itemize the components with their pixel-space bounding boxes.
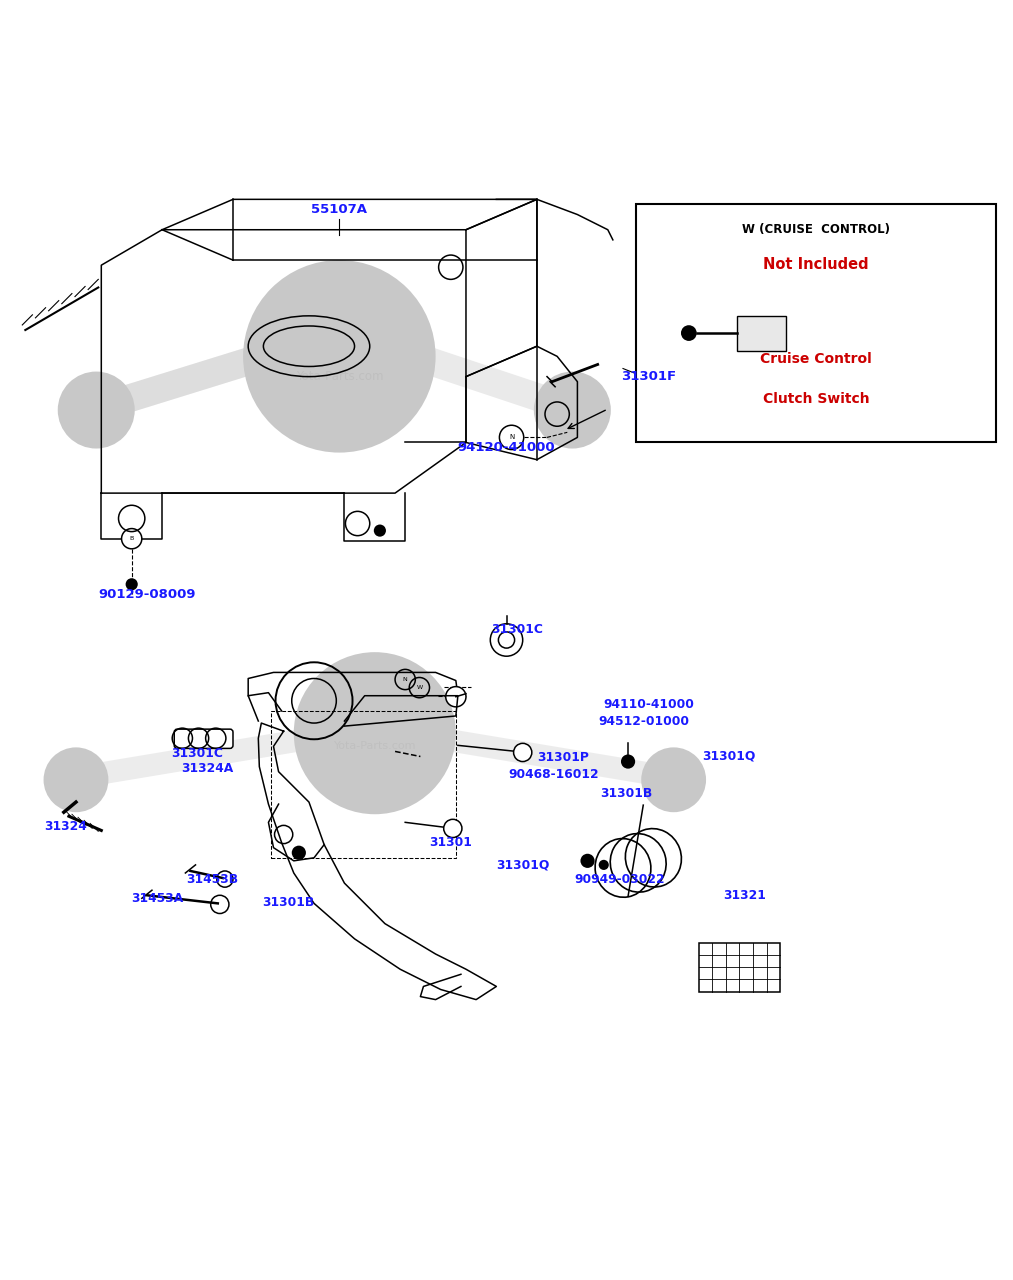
Circle shape bbox=[621, 754, 635, 769]
Circle shape bbox=[374, 525, 386, 536]
Circle shape bbox=[514, 744, 532, 762]
Text: 94512-01000: 94512-01000 bbox=[599, 714, 690, 727]
FancyBboxPatch shape bbox=[636, 205, 996, 443]
Text: Yota-Parts.com: Yota-Parts.com bbox=[333, 741, 416, 751]
Circle shape bbox=[122, 529, 142, 549]
Text: 31453B: 31453B bbox=[186, 873, 239, 886]
Text: 31301C: 31301C bbox=[171, 748, 224, 760]
Circle shape bbox=[444, 819, 462, 837]
Circle shape bbox=[499, 425, 524, 449]
Text: 31301: 31301 bbox=[430, 836, 472, 849]
Text: 90949-03022: 90949-03022 bbox=[574, 873, 666, 886]
Text: Yota-Parts.com: Yota-Parts.com bbox=[296, 370, 383, 383]
Text: Clutch Switch: Clutch Switch bbox=[763, 392, 869, 406]
FancyBboxPatch shape bbox=[737, 316, 786, 351]
Text: N: N bbox=[403, 677, 407, 682]
FancyBboxPatch shape bbox=[174, 730, 233, 749]
Text: 31301F: 31301F bbox=[621, 370, 676, 383]
Text: 90468-16012: 90468-16012 bbox=[509, 768, 600, 781]
Circle shape bbox=[292, 846, 306, 860]
Text: 31453A: 31453A bbox=[131, 892, 183, 905]
FancyBboxPatch shape bbox=[699, 943, 780, 992]
Text: Cruise Control: Cruise Control bbox=[760, 352, 872, 366]
Text: 31301B: 31301B bbox=[262, 896, 315, 909]
Text: B: B bbox=[130, 536, 134, 541]
Circle shape bbox=[446, 686, 466, 707]
Text: 31301B: 31301B bbox=[600, 787, 652, 800]
Text: YS: YS bbox=[267, 333, 411, 430]
Text: 94110-41000: 94110-41000 bbox=[603, 699, 694, 712]
Text: 31324: 31324 bbox=[45, 820, 87, 833]
Text: 94120-41000: 94120-41000 bbox=[458, 442, 555, 454]
Text: W (CRUISE  CONTROL): W (CRUISE CONTROL) bbox=[742, 223, 890, 236]
Text: W: W bbox=[416, 685, 422, 690]
Circle shape bbox=[126, 579, 138, 590]
Text: 31321: 31321 bbox=[723, 888, 766, 902]
Text: 31301Q: 31301Q bbox=[703, 750, 756, 763]
Text: 31301C: 31301C bbox=[490, 623, 543, 636]
Text: 55107A: 55107A bbox=[311, 204, 368, 216]
Text: YS: YS bbox=[317, 713, 433, 791]
Text: N: N bbox=[509, 434, 515, 440]
Circle shape bbox=[580, 854, 595, 868]
Circle shape bbox=[641, 748, 706, 813]
Text: 31301P: 31301P bbox=[537, 751, 590, 764]
Circle shape bbox=[534, 371, 611, 448]
Circle shape bbox=[294, 652, 456, 814]
Text: Not Included: Not Included bbox=[763, 257, 869, 273]
Text: 31301Q: 31301Q bbox=[496, 859, 549, 872]
Circle shape bbox=[599, 860, 609, 870]
Circle shape bbox=[58, 371, 135, 448]
Circle shape bbox=[44, 748, 108, 813]
Text: 31324A: 31324A bbox=[181, 762, 234, 776]
Text: 90129-08009: 90129-08009 bbox=[98, 588, 196, 600]
Circle shape bbox=[243, 260, 436, 453]
Circle shape bbox=[682, 326, 696, 340]
